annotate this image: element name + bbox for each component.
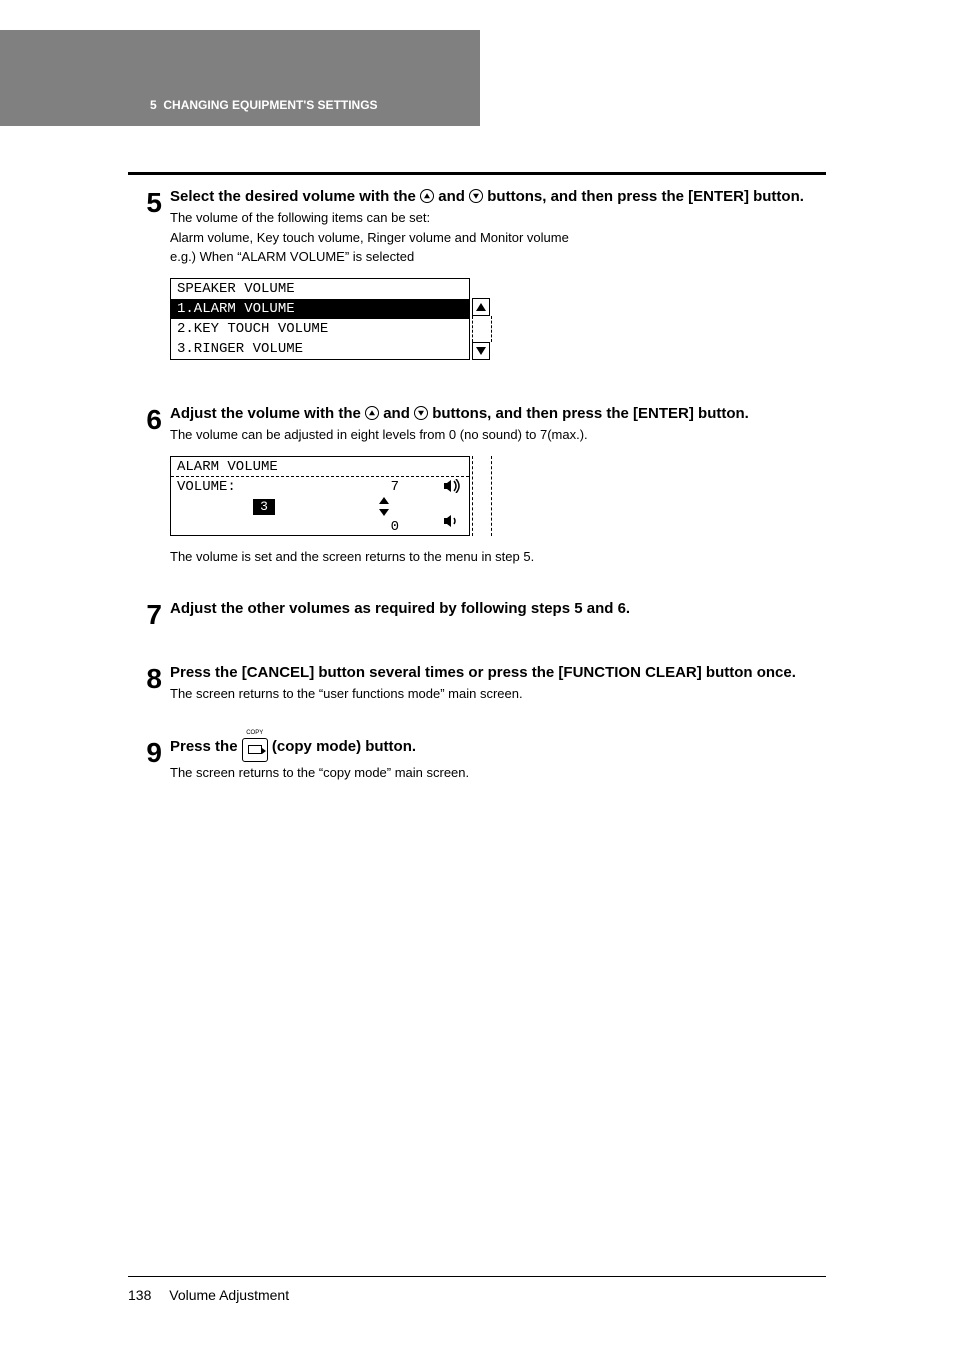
step-number: 8 (128, 663, 162, 693)
lcd-menu: SPEAKER VOLUME 1.ALARM VOLUME 2.KEY TOUC… (170, 278, 470, 360)
step-desc: The screen returns to the “user function… (170, 685, 826, 703)
lcd-volume: ALARM VOLUME VOLUME: 7 0 3 (170, 456, 470, 536)
title-part: and (438, 188, 469, 205)
up-button-icon (365, 406, 379, 420)
volume-current: 3 (253, 499, 275, 515)
step-body: Press the [CANCEL] button several times … (170, 663, 826, 703)
speaker-quiet-icon (443, 514, 463, 533)
step-number: 9 (128, 737, 162, 767)
lcd-header: SPEAKER VOLUME (171, 279, 469, 299)
step-number: 7 (128, 599, 162, 629)
copy-mode-label: COPY (243, 729, 267, 737)
step-title: Adjust the other volumes as required by … (170, 599, 826, 619)
page-footer: 138 Volume Adjustment (128, 1276, 826, 1303)
chapter-number: 5 (150, 98, 157, 112)
volume-label: VOLUME: (177, 479, 236, 495)
volume-max: 7 (391, 479, 399, 495)
content-area: 5 Select the desired volume with the and… (128, 172, 826, 782)
lcd-row: 2.KEY TOUCH VOLUME (171, 319, 469, 339)
title-part: and (383, 405, 414, 422)
scroll-down-icon (472, 342, 490, 360)
up-button-icon (420, 189, 434, 203)
step-title: Press the [CANCEL] button several times … (170, 663, 826, 683)
step-5: 5 Select the desired volume with the and… (128, 187, 826, 370)
lcd-row: 3.RINGER VOLUME (171, 339, 469, 359)
copy-mode-button-icon: COPY (242, 738, 268, 762)
step-desc: The volume is set and the screen returns… (170, 548, 826, 566)
scroll-indicator (472, 456, 492, 536)
step-desc: The screen returns to the “copy mode” ma… (170, 764, 826, 782)
volume-down-icon (379, 509, 389, 516)
down-button-icon (414, 406, 428, 420)
lcd-header: ALARM VOLUME (171, 457, 469, 477)
scroll-track (472, 316, 492, 342)
chapter-title: CHANGING EQUIPMENT'S SETTINGS (163, 98, 377, 112)
step-9: 9 Press the COPY (copy mode) button. The… (128, 737, 826, 782)
scroll-indicator (472, 298, 492, 360)
step-6: 6 Adjust the volume with the and buttons… (128, 404, 826, 565)
page: 5 CHANGING EQUIPMENT'S SETTINGS 5 Select… (0, 0, 954, 1351)
lcd-body: VOLUME: 7 0 3 (171, 477, 469, 537)
step-body: Select the desired volume with the and b… (170, 187, 826, 370)
speaker-loud-icon (443, 479, 463, 498)
chapter-header: 5 CHANGING EQUIPMENT'S SETTINGS (0, 30, 480, 126)
step-number: 5 (128, 187, 162, 217)
title-part: buttons, and then press the [ENTER] butt… (432, 405, 749, 422)
volume-min: 0 (391, 519, 399, 535)
step-desc: Alarm volume, Key touch volume, Ringer v… (170, 229, 826, 247)
step-7: 7 Adjust the other volumes as required b… (128, 599, 826, 629)
scroll-up-icon (472, 298, 490, 316)
page-number: 138 (128, 1287, 151, 1303)
step-number: 6 (128, 404, 162, 434)
section-name: Volume Adjustment (169, 1287, 289, 1303)
scroll-track (472, 456, 492, 536)
step-desc: The volume can be adjusted in eight leve… (170, 426, 826, 444)
step-8: 8 Press the [CANCEL] button several time… (128, 663, 826, 703)
step-body: Adjust the volume with the and buttons, … (170, 404, 826, 565)
step-title: Press the COPY (copy mode) button. (170, 737, 826, 762)
title-part: buttons, and then press the [ENTER] butt… (487, 188, 804, 205)
step-body: Press the COPY (copy mode) button. The s… (170, 737, 826, 782)
title-part: (copy mode) button. (272, 738, 416, 755)
step-desc: e.g.) When “ALARM VOLUME” is selected (170, 248, 826, 266)
title-part: Select the desired volume with the (170, 188, 420, 205)
title-part: Press the (170, 738, 242, 755)
step-body: Adjust the other volumes as required by … (170, 599, 826, 619)
volume-up-icon (379, 497, 389, 504)
step-title: Select the desired volume with the and b… (170, 187, 826, 207)
chapter-sep (157, 98, 164, 112)
lcd-row-selected: 1.ALARM VOLUME (171, 299, 469, 319)
step-desc: The volume of the following items can be… (170, 209, 826, 227)
down-button-icon (469, 189, 483, 203)
title-part: Adjust the volume with the (170, 405, 365, 422)
step-title: Adjust the volume with the and buttons, … (170, 404, 826, 424)
